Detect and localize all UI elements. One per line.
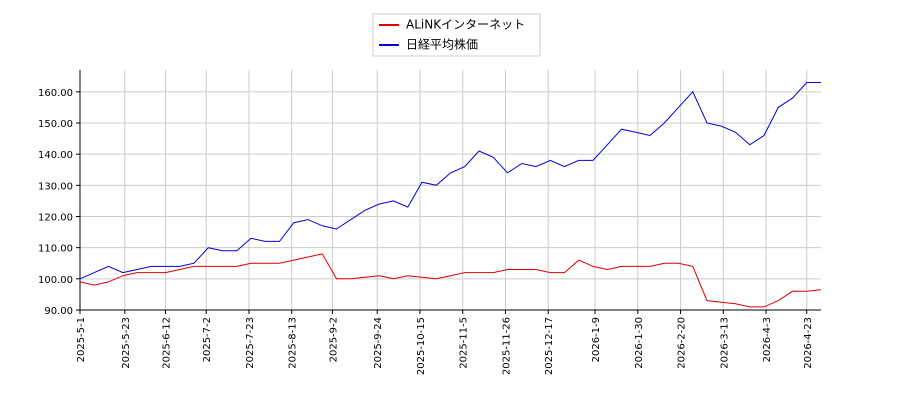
line-series bbox=[79, 82, 821, 280]
x-tick-label: 2026-1-30 bbox=[634, 317, 645, 369]
legend-box bbox=[372, 13, 541, 57]
x-tick-label: 2025-10-15 bbox=[416, 317, 427, 375]
x-tick-label: 2025-9-2 bbox=[328, 317, 339, 362]
x-tick-label: 2026-4-3 bbox=[762, 317, 773, 362]
legend-label: ALiNKインターネット bbox=[406, 18, 525, 32]
y-tick-label: 150.00 bbox=[38, 119, 73, 130]
x-tick-label: 2026-2-20 bbox=[677, 317, 688, 369]
x-tick-label: 2026-4-23 bbox=[803, 317, 814, 369]
x-tick-label: 2025-12-17 bbox=[544, 317, 555, 375]
line-series bbox=[79, 253, 822, 308]
legend-label: 日経平均株価 bbox=[406, 37, 478, 52]
y-tick-label: 120.00 bbox=[38, 212, 73, 223]
x-tick-label: 2025-11-26 bbox=[501, 317, 512, 375]
x-tick-label: 2025-5-1 bbox=[76, 317, 87, 362]
x-tick-label: 2025-8-13 bbox=[288, 317, 299, 369]
x-tick-label: 2025-5-23 bbox=[121, 317, 132, 369]
y-tick-label: 90.00 bbox=[44, 306, 73, 317]
x-tick-label: 2025-9-24 bbox=[373, 317, 384, 369]
y-tick-label: 110.00 bbox=[38, 244, 73, 255]
x-tick-label: 2026-3-13 bbox=[719, 317, 730, 369]
y-tick-label: 140.00 bbox=[38, 150, 73, 161]
x-tick-label: 2025-6-12 bbox=[162, 317, 173, 369]
x-tick-label: 2025-7-2 bbox=[202, 317, 213, 362]
x-tick-label: 2026-1-9 bbox=[591, 317, 602, 362]
y-tick-label: 130.00 bbox=[38, 181, 73, 192]
y-tick-label: 160.00 bbox=[38, 88, 73, 99]
x-tick-label: 2025-7-23 bbox=[245, 317, 256, 369]
y-tick-label: 100.00 bbox=[38, 275, 73, 286]
x-tick-label: 2025-11-5 bbox=[459, 317, 470, 369]
